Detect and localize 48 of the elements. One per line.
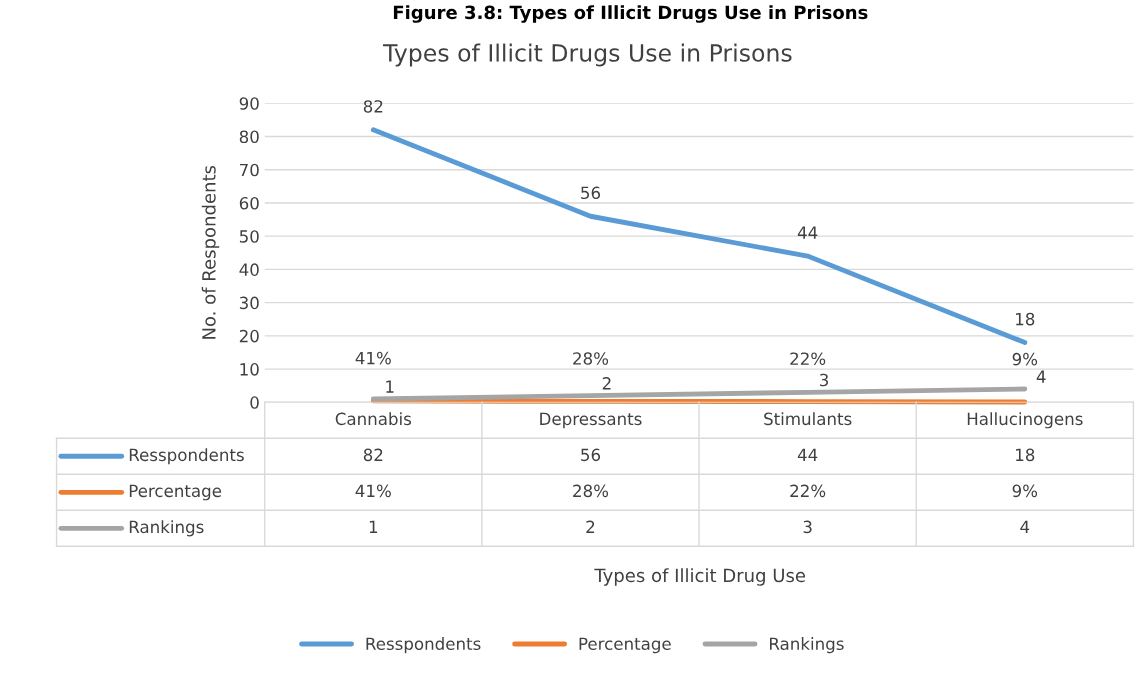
chart-title: Figure 3.8: Types of Illicit Drugs Use in Prisons bbox=[393, 5, 868, 23]
text: 2 bbox=[602, 377, 611, 390]
data-label: 1 bbox=[369, 520, 378, 533]
y-tick-label: 50 bbox=[239, 230, 259, 243]
text: 82 bbox=[363, 100, 383, 113]
data-label: 9% bbox=[1012, 484, 1038, 498]
x-tick-label: Stimulants bbox=[764, 412, 852, 426]
text: 1 bbox=[386, 380, 394, 393]
legend-label: Rankings bbox=[129, 520, 204, 537]
data-label: 44 bbox=[797, 448, 818, 461]
y-tick-label: 30 bbox=[239, 296, 259, 310]
data-label: 82 bbox=[363, 448, 383, 462]
y-tick-label: 80 bbox=[239, 130, 259, 144]
text: 28% bbox=[573, 352, 609, 365]
data-label: 3 bbox=[803, 520, 812, 534]
y-tick-label: 20 bbox=[239, 329, 259, 343]
text: 44 bbox=[797, 226, 818, 239]
data-label: 41% bbox=[355, 484, 391, 498]
legend-label: Resspondents bbox=[129, 448, 244, 465]
y-tick-label: 60 bbox=[239, 196, 259, 210]
y-axis-title: No. of Respondents bbox=[201, 165, 220, 339]
chart-subtitle: Types of Illicit Drugs Use in Prisons bbox=[383, 43, 792, 67]
legend-label: Percentage bbox=[129, 484, 222, 501]
text: 22% bbox=[790, 352, 826, 366]
text: 3 bbox=[820, 373, 829, 387]
data-label: 22% bbox=[790, 484, 826, 498]
y-tick-label: 40 bbox=[239, 263, 259, 276]
data-label: 18 bbox=[1016, 448, 1035, 462]
text: Types of Illicit Drug Use bbox=[594, 568, 806, 586]
text: 56 bbox=[581, 186, 601, 200]
text: 41% bbox=[355, 351, 391, 365]
text: 18 bbox=[1016, 312, 1035, 326]
x-tick-label: Cannabis bbox=[335, 412, 412, 426]
text: 4 bbox=[1036, 370, 1046, 383]
y-tick-label: 70 bbox=[240, 163, 259, 177]
data-label: 4 bbox=[1020, 520, 1030, 533]
data-label: 28% bbox=[573, 484, 609, 498]
text: Resspondents bbox=[366, 637, 481, 654]
text: Percentage bbox=[579, 637, 671, 654]
y-tick-label: 0 bbox=[250, 396, 259, 409]
y-tick-label: 90 bbox=[239, 97, 259, 110]
data-label: 56 bbox=[581, 448, 601, 462]
text: 9% bbox=[1012, 352, 1038, 366]
x-tick-label: Hallucinogens bbox=[967, 412, 1083, 429]
text: Rankings bbox=[770, 637, 844, 654]
data-label: 2 bbox=[586, 520, 595, 533]
x-tick-label: Depressants bbox=[540, 412, 642, 429]
y-tick-label: 10 bbox=[240, 363, 259, 376]
